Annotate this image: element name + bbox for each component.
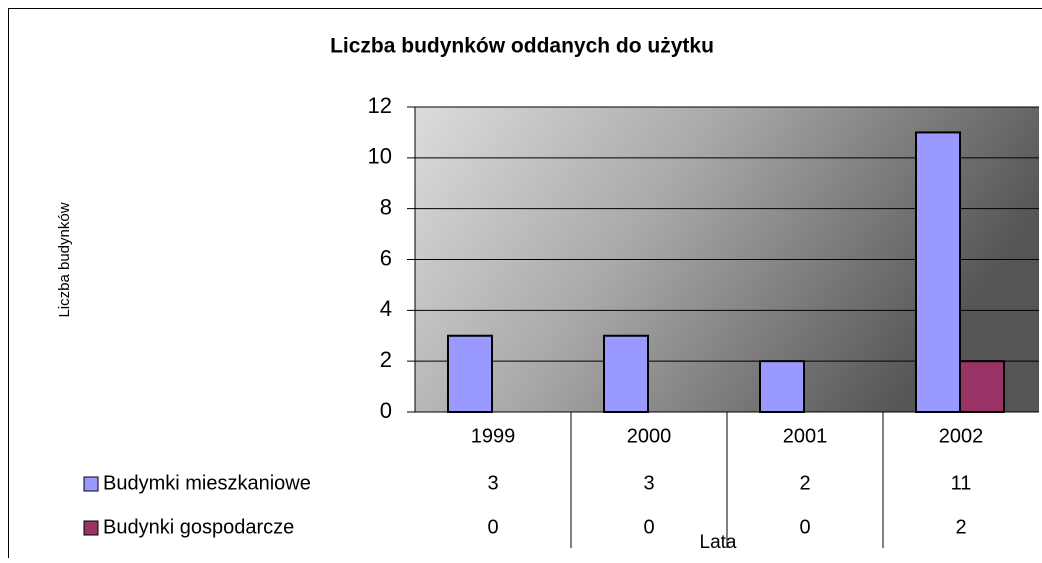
y-axis-label: Liczba budynków [56, 202, 73, 317]
y-tick-label: 6 [380, 245, 392, 270]
x-axis-label: Lata [700, 532, 737, 553]
bar [760, 361, 804, 412]
y-tick-label: 10 [368, 144, 392, 169]
y-tick-label: 4 [380, 296, 392, 321]
table-value: 0 [643, 516, 654, 538]
table-value: 0 [799, 516, 810, 538]
table-value: 3 [487, 472, 498, 494]
x-tick-label: 2001 [783, 425, 828, 447]
legend-key [84, 477, 98, 491]
chart-title: Liczba budynków oddanych do użytku [330, 35, 714, 58]
legend-label: Budymki mieszkaniowe [103, 472, 311, 494]
y-tick-label: 0 [380, 398, 392, 423]
table-value: 0 [487, 516, 498, 538]
y-tick-label: 8 [380, 194, 392, 219]
table-value: 2 [799, 472, 810, 494]
bar [448, 336, 492, 412]
x-tick-label: 1999 [471, 425, 516, 447]
table-value: 3 [643, 472, 654, 494]
bar [604, 336, 648, 412]
table-value: 2 [955, 516, 966, 538]
bar [960, 361, 1004, 412]
x-tick-label: 2002 [939, 425, 984, 447]
y-tick-label: 12 [368, 93, 392, 118]
x-tick-label: 2000 [627, 425, 672, 447]
legend-label: Budynki gospodarcze [103, 516, 294, 538]
y-tick-label: 2 [380, 347, 392, 372]
bar [916, 132, 960, 412]
legend-key [84, 521, 98, 535]
table-value: 11 [951, 472, 972, 494]
